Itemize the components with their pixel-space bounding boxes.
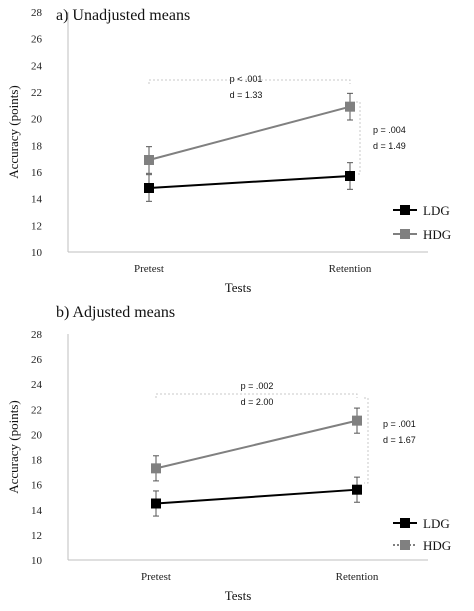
y-tick-label: 14	[31, 505, 43, 517]
x-tick-label: Pretest	[134, 263, 164, 275]
series-line-hdg	[148, 105, 351, 161]
legend-label-ldg: LDG	[423, 203, 450, 218]
significance-bracket	[155, 393, 358, 398]
chart-title: b) Adjusted means	[56, 304, 175, 321]
series-line-hdg	[155, 419, 358, 470]
data-point-hdg	[144, 155, 154, 165]
chart-title: a) Unadjusted means	[56, 7, 190, 24]
y-tick-label: 16	[31, 480, 43, 492]
y-tick-label: 22	[31, 87, 42, 99]
y-tick-label: 12	[31, 530, 42, 542]
data-point-ldg	[151, 498, 161, 509]
chart-panel-1: a) Unadjusted means 10 12 14 16 18 20 22 24 26 28 A…	[6, 7, 451, 295]
chart-panel-2: b) Adjusted means 10 12 14 16 18 20 22 24 26 28 Acc…	[6, 304, 451, 603]
x-tick-label: Retention	[329, 263, 372, 275]
significance-bracket	[148, 79, 351, 84]
y-tick-label: 26	[31, 34, 43, 46]
annotation-effect-size: d = 1.33	[230, 90, 263, 100]
annotation-effect-size: d = 1.67	[383, 435, 416, 445]
significance-bracket	[356, 101, 361, 175]
annotation-p-value: p = .004	[373, 125, 406, 135]
x-axis-title: Tests	[225, 588, 252, 603]
y-axis-title: Accuracy (points)	[6, 85, 21, 179]
data-point-ldg	[144, 183, 154, 193]
significance-bracket	[364, 397, 369, 484]
y-tick-label: 12	[31, 220, 42, 232]
y-tick-label: 26	[31, 354, 43, 366]
data-point-hdg	[352, 415, 362, 426]
legend-marker-ldg	[400, 518, 410, 528]
series-line-ldg	[155, 488, 358, 505]
y-tick-label: 24	[31, 379, 43, 391]
data-point-ldg	[352, 484, 362, 495]
y-tick-label: 18	[31, 455, 43, 467]
data-point-hdg	[151, 463, 161, 474]
x-tick-label: Retention	[336, 571, 379, 583]
y-tick-label: 10	[31, 247, 43, 259]
y-tick-label: 24	[31, 60, 43, 72]
y-tick-label: 20	[31, 429, 43, 441]
y-axis-title: Accuracy (points)	[6, 400, 21, 494]
y-tick-label: 10	[31, 555, 43, 567]
x-tick-label: Pretest	[141, 571, 171, 583]
legend-marker-ldg	[400, 205, 410, 215]
x-axis-title: Tests	[225, 280, 252, 295]
legend-label-hdg: HDG	[423, 538, 451, 553]
y-tick-label: 28	[31, 329, 43, 341]
y-tick-label: 20	[31, 114, 43, 126]
annotation-effect-size: d = 1.49	[373, 141, 406, 151]
annotation-p-value: p = .001	[383, 419, 416, 429]
y-tick-label: 16	[31, 167, 43, 179]
annotation-effect-size: d = 2.00	[241, 397, 274, 407]
y-tick-label: 18	[31, 140, 43, 152]
legend-label-ldg: LDG	[423, 516, 450, 531]
annotation-p-value: p = .002	[241, 381, 274, 391]
legend-marker-hdg	[400, 229, 410, 239]
legend-label-hdg: HDG	[423, 227, 451, 242]
annotation-p-value: p < .001	[230, 74, 263, 84]
series-line-ldg	[148, 175, 351, 189]
legend-marker-hdg	[400, 540, 410, 550]
data-point-ldg	[345, 171, 355, 181]
y-tick-label: 28	[31, 7, 43, 19]
y-tick-label: 14	[31, 194, 43, 206]
data-point-hdg	[345, 101, 355, 112]
y-tick-label: 22	[31, 404, 42, 416]
